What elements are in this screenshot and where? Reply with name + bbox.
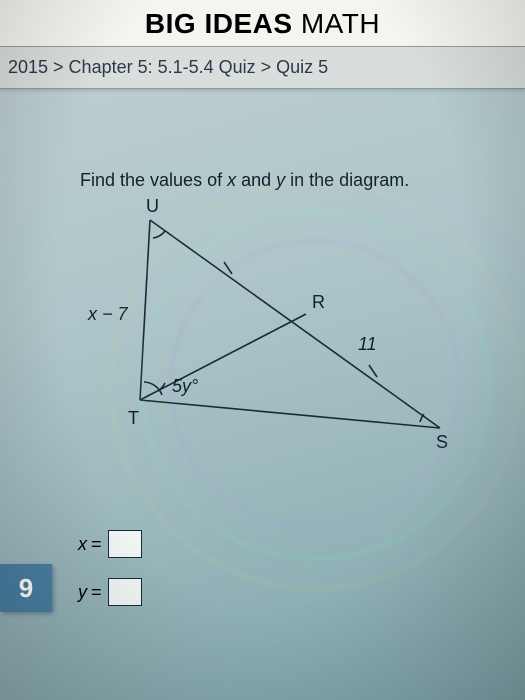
label-U: U (146, 196, 159, 216)
label-T: T (128, 408, 139, 428)
answer-row-x: x = (78, 530, 142, 558)
question-number-badge: 9 (0, 564, 52, 612)
tick-UR (224, 262, 232, 274)
brand-light: MATH (293, 8, 381, 39)
answer-var-x: x (78, 534, 87, 555)
edge-SU (150, 220, 440, 428)
equals-sign: = (91, 534, 102, 555)
label-S: S (436, 432, 448, 452)
answer-var-y: y (78, 582, 87, 603)
answer-row-y: y = (78, 578, 142, 606)
label-side-UT: x − 7 (87, 304, 129, 324)
geometry-diagram: U T S R x − 7 11 5y° (80, 210, 460, 470)
label-R: R (312, 292, 325, 312)
question-content: Find the values of x and y in the diagra… (0, 120, 525, 700)
angle-arc-U (153, 231, 165, 238)
edge-UT (140, 220, 150, 400)
answer-area: x = y = (78, 530, 142, 626)
prompt-prefix: Find the values of (80, 170, 227, 190)
prompt-var-x: x (227, 170, 236, 190)
equals-sign: = (91, 582, 102, 603)
edge-TS (140, 400, 440, 428)
breadcrumb[interactable]: 2015 > Chapter 5: 5.1-5.4 Quiz > Quiz 5 (0, 47, 525, 89)
question-prompt: Find the values of x and y in the diagra… (80, 170, 409, 191)
label-side-RS: 11 (358, 334, 377, 354)
prompt-mid: and (236, 170, 276, 190)
prompt-var-y: y (276, 170, 285, 190)
prompt-suffix: in the diagram. (285, 170, 409, 190)
answer-input-y[interactable] (108, 578, 142, 606)
page: BIG IDEAS MATH 2015 > Chapter 5: 5.1-5.4… (0, 0, 525, 700)
answer-input-x[interactable] (108, 530, 142, 558)
label-angle-T: 5y° (172, 376, 198, 396)
edge-TR (140, 314, 306, 400)
app-title-bar: BIG IDEAS MATH (0, 0, 525, 47)
tick-RS (369, 365, 377, 377)
brand-bold: BIG IDEAS (145, 8, 293, 39)
